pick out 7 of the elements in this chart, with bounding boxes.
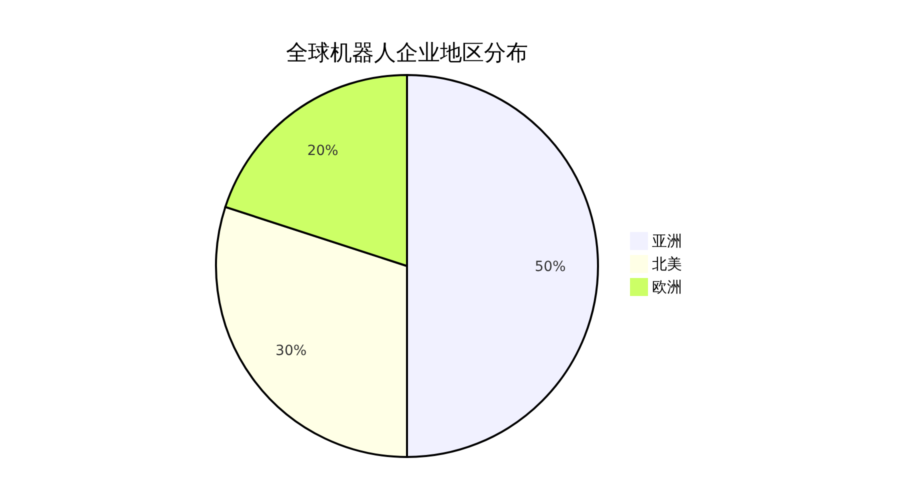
- chart-title: 全球机器人企业地区分布: [286, 41, 528, 66]
- slice-label: 亚洲: [652, 232, 682, 250]
- data-label: 50%: [534, 259, 566, 275]
- legend-label: 欧洲: [652, 278, 682, 296]
- data-label: 20%: [307, 143, 338, 160]
- data-label: 30%: [276, 343, 307, 360]
- legend-label: 北美: [652, 255, 682, 273]
